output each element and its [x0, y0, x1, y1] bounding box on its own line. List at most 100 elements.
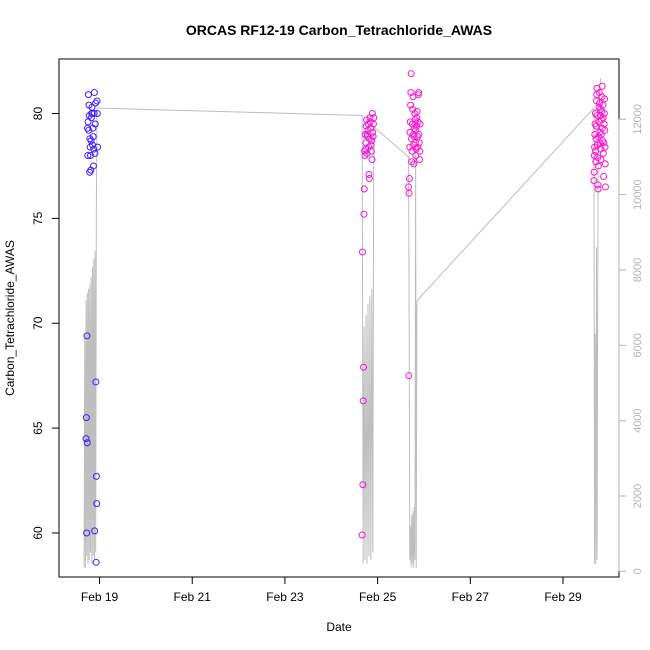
data-point [91, 527, 99, 535]
data-point [416, 147, 424, 155]
x-axis-label: Date [326, 620, 352, 634]
data-point [359, 481, 367, 489]
data-point [84, 151, 92, 159]
data-point [600, 110, 608, 118]
data-point [601, 183, 609, 191]
data-point [415, 139, 423, 147]
y-tick-label: 65 [31, 421, 45, 435]
data-point [594, 185, 602, 193]
x-tick-label: Feb 25 [359, 590, 397, 604]
data-point [410, 160, 418, 168]
data-point [407, 101, 415, 109]
data-point [599, 101, 607, 109]
data-point [86, 151, 94, 159]
data-point [369, 133, 377, 141]
y2-tick-label: 10000 [632, 179, 644, 210]
data-point [90, 110, 98, 118]
data-point [360, 185, 368, 193]
data-point [360, 210, 368, 218]
altitude-line-layer [83, 77, 602, 568]
x-tick-label: Feb 29 [544, 590, 582, 604]
data-point [416, 156, 424, 164]
data-point [87, 137, 95, 145]
plot-frame [58, 58, 620, 578]
data-point [598, 124, 606, 132]
data-point [92, 99, 100, 107]
data-point [368, 137, 376, 145]
data-point [594, 181, 602, 189]
data-point [360, 363, 368, 371]
data-point [91, 149, 99, 157]
data-point [365, 175, 373, 183]
data-point [590, 168, 598, 176]
data-point [92, 472, 100, 480]
data-point [597, 156, 605, 164]
data-point [93, 500, 101, 508]
data-point [407, 89, 415, 97]
data-point [411, 126, 419, 134]
data-point [89, 162, 97, 170]
y-axis-label: Carbon_Tetrachloride_AWAS [3, 240, 17, 396]
data-point [407, 70, 415, 78]
data-point [85, 126, 93, 134]
data-point [92, 378, 100, 386]
data-point [413, 122, 421, 130]
data-point [366, 135, 374, 143]
altitude-line [83, 77, 602, 568]
data-point [363, 116, 371, 124]
data-point [90, 145, 98, 153]
y2-tick-label: 4000 [632, 408, 644, 432]
data-point [601, 160, 609, 168]
data-point [94, 143, 102, 151]
data-point [413, 107, 421, 115]
data-point [359, 397, 367, 405]
data-point [92, 558, 100, 566]
x-tick-label: Feb 27 [452, 590, 490, 604]
data-point [601, 95, 609, 103]
y-tick-label: 70 [31, 316, 45, 330]
data-point [93, 97, 101, 105]
data-point [89, 133, 97, 141]
data-point [590, 177, 598, 185]
data-point [363, 149, 371, 157]
data-point [405, 175, 413, 183]
data-point [83, 332, 91, 340]
data-point [370, 114, 378, 122]
data-point [358, 531, 366, 539]
x-tick-label: Feb 21 [174, 590, 212, 604]
data-point [415, 131, 423, 138]
data-point [82, 414, 90, 422]
data-point [599, 149, 607, 157]
data-point [598, 82, 606, 90]
y2-tick-label: 12000 [632, 104, 644, 135]
x-tick-label: Feb 19 [81, 590, 119, 604]
data-point [90, 89, 98, 97]
y-tick-label: 75 [31, 211, 45, 225]
y2-axis: 0 2000 4000 6000 8000 10000 12000 [618, 104, 644, 574]
data-point [594, 162, 602, 170]
y2-tick-label: 8000 [632, 258, 644, 282]
data-point [82, 435, 90, 443]
data-point [91, 120, 99, 128]
data-point [601, 126, 609, 134]
data-point [405, 189, 413, 197]
data-point [600, 139, 608, 147]
y-tick-label: 60 [31, 526, 45, 540]
x-axis: Feb 19 Feb 21 Feb 23 Feb 25 Feb 27 Feb 29 [81, 576, 582, 604]
data-point [593, 112, 601, 120]
y-axis: 60 65 70 75 80 [31, 107, 60, 540]
y-tick-label: 80 [31, 107, 45, 121]
data-point [416, 120, 424, 128]
data-point [368, 156, 376, 164]
data-point [415, 89, 423, 97]
x-tick-label: Feb 23 [266, 590, 304, 604]
data-point [409, 105, 417, 113]
data-point [408, 158, 416, 166]
y2-tick-label: 2000 [632, 484, 644, 508]
points-layer [82, 70, 609, 566]
chart-title: ORCAS RF12-19 Carbon_Tetrachloride_AWAS [186, 22, 492, 38]
y2-tick-label: 6000 [632, 333, 644, 357]
data-point [367, 147, 375, 155]
y2-tick-label: 0 [632, 568, 644, 574]
